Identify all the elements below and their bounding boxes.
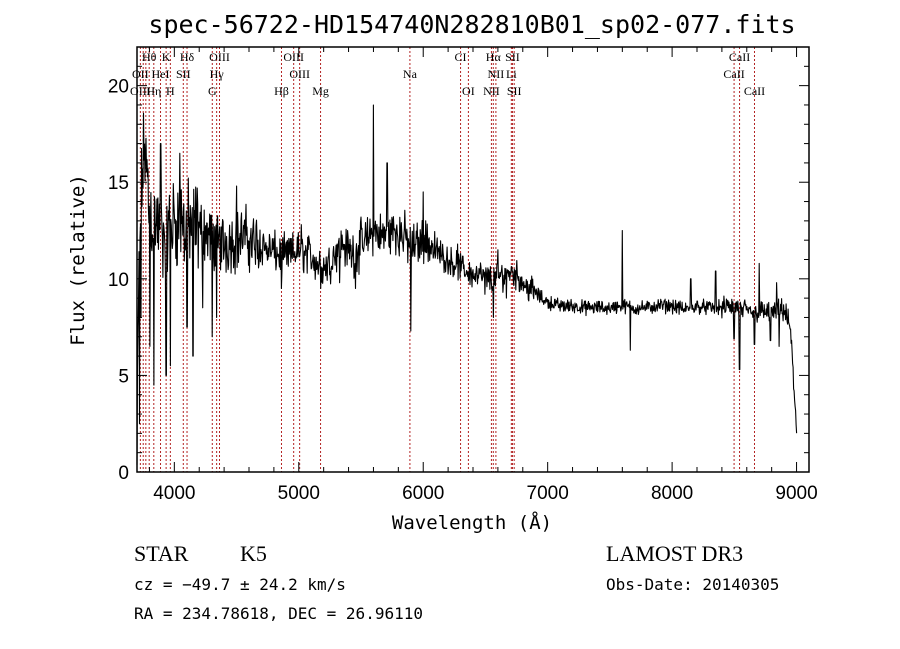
- survey-label: LAMOST DR3: [606, 541, 744, 566]
- line-label: NII: [483, 84, 500, 98]
- x-tick-label: 7000: [527, 483, 569, 504]
- line-label: OI: [462, 84, 475, 98]
- line-label: OII: [132, 67, 149, 81]
- y-tick-label: 20: [108, 77, 129, 98]
- ra-dec-text: RA = 234.78618, DEC = 26.96110: [134, 604, 423, 623]
- line-label: CaII: [729, 50, 750, 64]
- line-label: OIII: [283, 50, 304, 64]
- x-tick-label: 5000: [278, 483, 320, 504]
- y-axis-label: Flux (relative): [67, 174, 89, 346]
- y-tick-label: 0: [118, 463, 129, 484]
- x-axis: 4000 5000 6000 7000 8000 9000: [148, 47, 818, 504]
- line-label: CI: [455, 50, 467, 64]
- x-tick-label: 8000: [651, 483, 693, 504]
- line-label: SII: [176, 67, 191, 81]
- x-tick-label: 4000: [153, 483, 195, 504]
- line-label: NII: [488, 67, 505, 81]
- line-label: CaII: [744, 84, 765, 98]
- obs-date-text: Obs-Date: 20140305: [606, 575, 780, 594]
- subclass-label: K5: [240, 541, 267, 566]
- line-label: G: [208, 84, 217, 98]
- line-label: Hη: [146, 84, 161, 98]
- line-label: SII: [505, 50, 520, 64]
- y-tick-label: 5: [118, 366, 129, 387]
- x-axis-label: Wavelength (Å): [392, 511, 552, 534]
- y-axis: 0 5 10 15 20: [108, 65, 809, 484]
- line-label: CaII: [723, 67, 744, 81]
- line-label: OIII: [130, 84, 151, 98]
- line-label: OIII: [289, 67, 310, 81]
- x-tick-label: 9000: [775, 483, 817, 504]
- line-label: OIII: [209, 50, 230, 64]
- y-tick-label: 10: [108, 270, 129, 291]
- line-label: SII: [507, 84, 522, 98]
- line-label: Li: [506, 67, 517, 81]
- line-label: Na: [403, 67, 418, 81]
- line-label: Hα: [486, 50, 502, 64]
- line-label: Hδ: [180, 50, 195, 64]
- spectrum-series-flux: [136, 104, 798, 465]
- chart-title: spec-56722-HD154740N282810B01_sp02-077.f…: [148, 10, 795, 39]
- y-tick-label: 15: [108, 173, 129, 194]
- line-label: Hβ: [274, 84, 289, 98]
- line-label: H: [166, 84, 175, 98]
- class-label: STAR: [134, 541, 189, 566]
- line-label: Mg: [312, 84, 329, 98]
- line-label: HeI: [152, 67, 170, 81]
- x-tick-label: 6000: [402, 483, 444, 504]
- redshift-text: cz = −49.7 ± 24.2 km/s: [134, 575, 346, 594]
- line-label: Hγ: [210, 67, 225, 81]
- line-label: Hθ: [142, 50, 157, 64]
- line-label: K: [162, 50, 171, 64]
- plot-frame: [136, 46, 810, 473]
